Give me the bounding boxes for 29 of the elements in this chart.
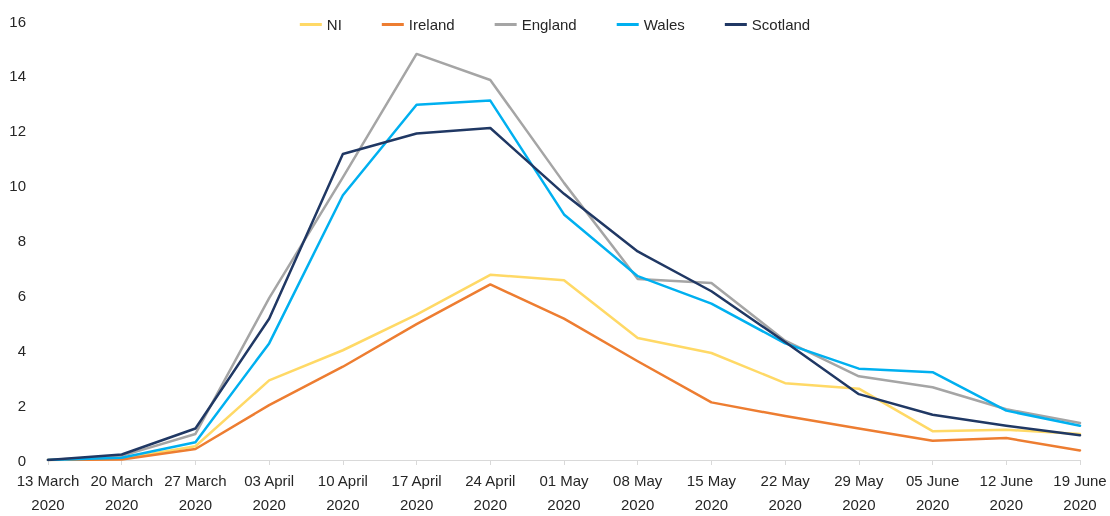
x-tick-label: 03 April 2020 xyxy=(244,471,295,513)
y-tick-label: 14 xyxy=(9,67,26,85)
x-tick-label: 01 May 2020 xyxy=(539,471,590,513)
y-tick-label: 6 xyxy=(17,286,26,304)
x-tick-label: 29 May 2020 xyxy=(834,471,884,513)
y-tick-label: 12 xyxy=(9,122,26,140)
x-tick-label: 13 March 2020 xyxy=(16,471,80,513)
x-tick-label: 17 April 2020 xyxy=(391,471,442,513)
x-tick-label: 05 June 2020 xyxy=(905,471,960,513)
y-tick-label: 10 xyxy=(9,177,26,195)
y-tick-label: 0 xyxy=(17,451,26,469)
x-tick-label: 12 June 2020 xyxy=(979,471,1033,513)
x-tick-label: 10 April 2020 xyxy=(317,471,368,513)
y-tick-label: 2 xyxy=(17,396,26,414)
x-tick-label: 27 March 2020 xyxy=(164,471,227,513)
legend-label: Wales xyxy=(643,16,685,33)
x-tick-label: 15 May 2020 xyxy=(686,471,737,513)
y-tick-label: 4 xyxy=(17,341,26,359)
legend-label: England xyxy=(521,16,577,33)
y-tick-label: 16 xyxy=(9,12,26,30)
y-tick-label: 8 xyxy=(17,232,26,249)
x-tick-label: 08 May 2020 xyxy=(613,471,663,513)
legend-label: Scotland xyxy=(751,16,811,33)
x-tick-label: 22 May 2020 xyxy=(760,471,811,513)
x-tick-label: 20 March 2020 xyxy=(90,471,153,513)
legend-label: NI xyxy=(326,16,342,33)
x-tick-label: 24 April 2020 xyxy=(465,471,516,513)
legend-label: Ireland xyxy=(408,16,455,33)
x-tick-label: 19 June 2020 xyxy=(1053,471,1107,513)
